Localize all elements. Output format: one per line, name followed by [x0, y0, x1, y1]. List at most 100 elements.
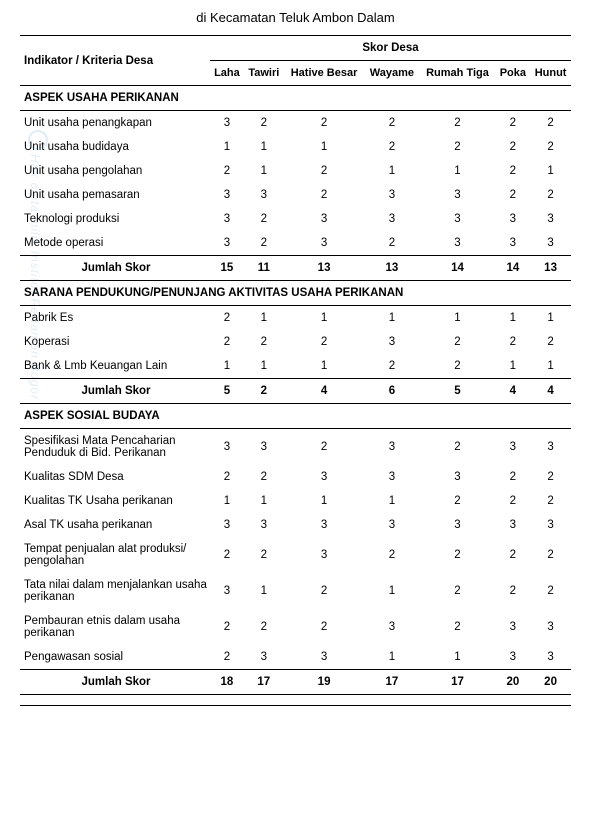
cell-value: 1 [419, 645, 495, 670]
cell-value: 3 [284, 537, 365, 573]
row-label: Koperasi [20, 330, 210, 354]
total-label: Jumlah Skor [20, 379, 210, 404]
total-value: 14 [419, 256, 495, 281]
cell-value: 1 [530, 159, 571, 183]
cell-value: 3 [419, 513, 495, 537]
cell-value: 3 [284, 207, 365, 231]
cell-value: 3 [530, 645, 571, 670]
cell-value: 1 [364, 573, 419, 609]
cell-value: 3 [496, 645, 531, 670]
cell-value: 2 [244, 231, 284, 256]
cell-value: 2 [284, 330, 365, 354]
section-title: ASPEK SOSIAL BUDAYA [20, 404, 571, 429]
cell-value: 1 [419, 306, 495, 331]
cell-value: 3 [364, 429, 419, 466]
cell-value: 3 [210, 513, 244, 537]
total-value: 4 [284, 379, 365, 404]
table-row: Unit usaha pemasaran3323322 [20, 183, 571, 207]
table-row: Kualitas SDM Desa2233322 [20, 465, 571, 489]
cell-value: 3 [530, 207, 571, 231]
cell-value: 3 [284, 465, 365, 489]
total-value: 11 [244, 256, 284, 281]
row-label: Unit usaha budidaya [20, 135, 210, 159]
cell-value: 2 [419, 330, 495, 354]
cell-value: 1 [244, 159, 284, 183]
cell-value: 3 [210, 429, 244, 466]
cell-value: 3 [364, 183, 419, 207]
footer-text [20, 705, 571, 716]
cell-value: 2 [244, 537, 284, 573]
cell-value: 3 [419, 465, 495, 489]
cell-value: 2 [364, 111, 419, 136]
cell-value: 2 [210, 159, 244, 183]
cell-value: 3 [284, 513, 365, 537]
cell-value: 2 [419, 537, 495, 573]
cell-value: 1 [210, 135, 244, 159]
cell-value: 3 [496, 429, 531, 466]
row-label: Kualitas TK Usaha perikanan [20, 489, 210, 513]
cell-value: 2 [244, 207, 284, 231]
section-header: SARANA PENDUKUNG/PENUNJANG AKTIVITAS USA… [20, 281, 571, 306]
cell-value: 2 [210, 645, 244, 670]
total-value: 18 [210, 670, 244, 695]
cell-value: 2 [530, 135, 571, 159]
col-indicator: Indikator / Kriteria Desa [20, 36, 210, 86]
total-label: Jumlah Skor [20, 670, 210, 695]
cell-value: 2 [496, 489, 531, 513]
cell-value: 3 [210, 183, 244, 207]
cell-value: 2 [496, 330, 531, 354]
cell-value: 3 [364, 330, 419, 354]
table-row: Bank & Lmb Keuangan Lain1112211 [20, 354, 571, 379]
cell-value: 2 [284, 573, 365, 609]
cell-value: 2 [496, 159, 531, 183]
cell-value: 2 [419, 429, 495, 466]
total-value: 20 [496, 670, 531, 695]
row-label: Pembauran etnis dalam usaha perikanan [20, 609, 210, 645]
cell-value: 3 [284, 645, 365, 670]
cell-value: 2 [530, 183, 571, 207]
cell-value: 2 [496, 135, 531, 159]
cell-value: 3 [419, 207, 495, 231]
cell-value: 1 [419, 159, 495, 183]
cell-value: 1 [244, 489, 284, 513]
cell-value: 2 [496, 465, 531, 489]
cell-value: 1 [364, 489, 419, 513]
total-value: 4 [496, 379, 531, 404]
cell-value: 2 [210, 537, 244, 573]
table-row: Pembauran etnis dalam usaha perikanan222… [20, 609, 571, 645]
cell-value: 2 [364, 135, 419, 159]
cell-value: 3 [530, 513, 571, 537]
total-value: 5 [419, 379, 495, 404]
cell-value: 2 [530, 489, 571, 513]
cell-value: 1 [210, 489, 244, 513]
cell-value: 3 [244, 183, 284, 207]
cell-value: 1 [364, 645, 419, 670]
total-value: 15 [210, 256, 244, 281]
row-label: Tempat penjualan alat produksi/ pengolah… [20, 537, 210, 573]
table-row: Koperasi2223222 [20, 330, 571, 354]
row-label: Pengawasan sosial [20, 645, 210, 670]
cell-value: 1 [284, 306, 365, 331]
cell-value: 3 [364, 207, 419, 231]
total-value: 2 [244, 379, 284, 404]
row-label: Unit usaha pemasaran [20, 183, 210, 207]
total-value: 4 [530, 379, 571, 404]
row-label: Pabrik Es [20, 306, 210, 331]
cell-value: 3 [244, 429, 284, 466]
cell-value: 2 [284, 183, 365, 207]
cell-value: 2 [244, 111, 284, 136]
cell-value: 2 [530, 330, 571, 354]
cell-value: 2 [530, 111, 571, 136]
row-label: Tata nilai dalam menjalankan usaha perik… [20, 573, 210, 609]
cell-value: 3 [364, 513, 419, 537]
row-label: Unit usaha pengolahan [20, 159, 210, 183]
cell-value: 1 [364, 159, 419, 183]
total-row: Jumlah Skor5246544 [20, 379, 571, 404]
header-row-1: Indikator / Kriteria Desa Skor Desa [20, 36, 571, 61]
section-header: ASPEK USAHA PERIKANAN [20, 86, 571, 111]
row-label: Asal TK usaha perikanan [20, 513, 210, 537]
cell-value: 2 [496, 183, 531, 207]
section-header: ASPEK SOSIAL BUDAYA [20, 404, 571, 429]
table-row: Metode operasi3232333 [20, 231, 571, 256]
col-tawiri: Tawiri [244, 61, 284, 86]
